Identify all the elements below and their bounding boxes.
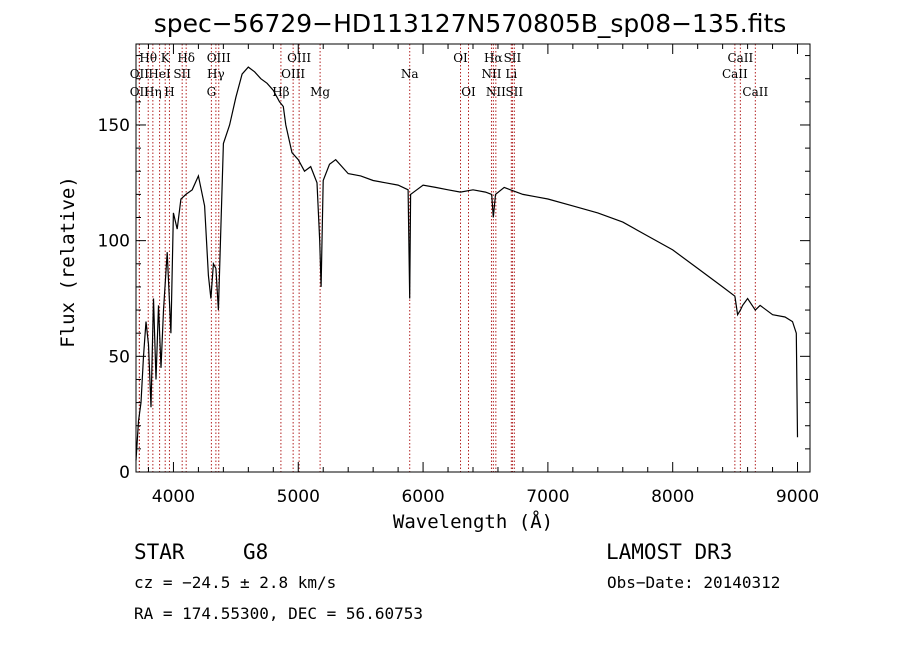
spectral-line-label: Hθ — [139, 51, 157, 65]
observation-date: Obs−Date: 20140312 — [607, 573, 780, 592]
spectral-line-markers — [138, 44, 756, 472]
spectral-line-label: Hα — [484, 51, 503, 65]
spectral-line-label: OI — [461, 85, 476, 99]
spectral-line-labels: HθOIIOIIHηHeIKHSIIHδGHγOIIIHβOIIIOIIIMgN… — [130, 51, 769, 99]
spectral-line-label: OII — [130, 67, 150, 81]
y-tick-label: 0 — [119, 463, 130, 483]
object-subclass: G8 — [243, 540, 268, 564]
y-tick-label: 150 — [98, 116, 130, 136]
spectral-line-label: OII — [130, 85, 150, 99]
spectral-line-label: SII — [505, 85, 523, 99]
y-tick-label: 50 — [108, 347, 130, 367]
x-tick-label: 5000 — [277, 487, 320, 507]
axis-ticks — [136, 44, 810, 473]
object-class: STAR — [134, 540, 185, 564]
spectral-line-label: OIII — [287, 51, 311, 65]
spectral-line-label: CaII — [727, 51, 753, 65]
spectral-line-label: Hγ — [207, 67, 225, 81]
spectral-line-label: SII — [173, 67, 191, 81]
y-axis-label: Flux (relative) — [57, 176, 79, 348]
x-axis-label: Wavelength (Å) — [393, 510, 553, 533]
spectral-line-label: Na — [401, 67, 419, 81]
coordinates-radec: RA = 174.55300, DEC = 56.60753 — [134, 604, 423, 623]
spectral-line-label: Hδ — [177, 51, 195, 65]
spectral-line-label: Mg — [310, 85, 330, 99]
spectral-line-label: HeI — [148, 67, 171, 81]
x-tick-label: 8000 — [651, 487, 694, 507]
spectral-line-label: CaII — [722, 67, 748, 81]
spectral-line-label: K — [161, 51, 171, 65]
x-tick-label: 7000 — [526, 487, 569, 507]
spectral-line-label: OIII — [207, 51, 231, 65]
axis-tick-labels: 4000 5000 6000 7000 8000 9000 0 50 100 150 — [98, 116, 820, 507]
spectral-line-label: NII — [481, 67, 501, 81]
spectral-line-label: NII — [486, 85, 506, 99]
spectral-line-label: G — [207, 85, 217, 99]
y-tick-label: 100 — [98, 232, 130, 252]
x-tick-label: 4000 — [152, 487, 195, 507]
spectral-line-label: H — [164, 85, 174, 99]
spectral-line-label: CaII — [742, 85, 768, 99]
spectrum-line — [135, 66, 799, 461]
x-tick-label: 9000 — [776, 487, 819, 507]
chart-title: spec−56729−HD113127N570805B_sp08−135.fit… — [154, 9, 787, 38]
plot-frame — [135, 43, 811, 473]
spectral-line-label: OIII — [281, 67, 305, 81]
x-tick-label: 6000 — [401, 487, 444, 507]
spectral-line-label: SII — [504, 51, 522, 65]
spectral-line-label: Hη — [144, 85, 162, 99]
spectral-line-label: OI — [453, 51, 468, 65]
redshift-cz: cz = −24.5 ± 2.8 km/s — [134, 573, 336, 592]
survey-label: LAMOST DR3 — [606, 540, 732, 564]
spectral-line-label: Li — [505, 67, 517, 81]
